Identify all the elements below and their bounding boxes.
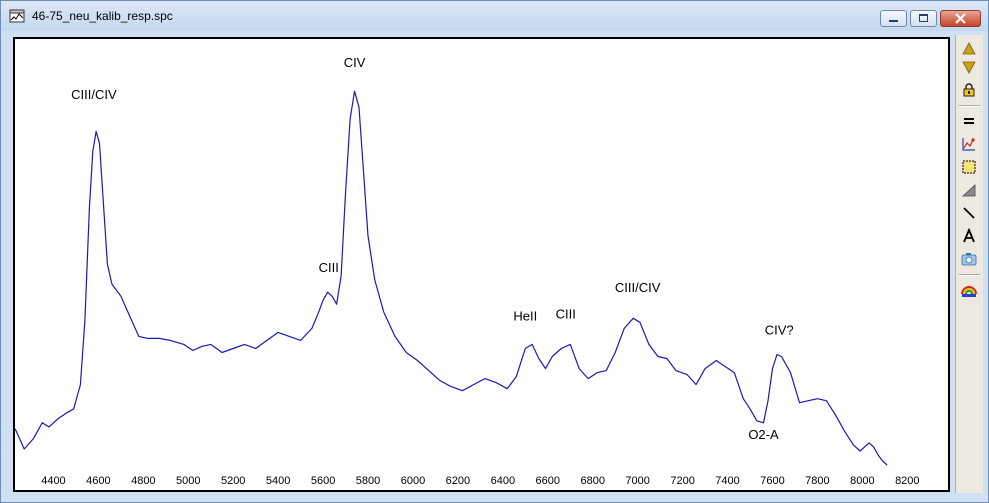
x-tick-label: 7800 [805,475,829,487]
x-tick-label: 7400 [715,475,739,487]
minimize-icon [889,20,898,22]
x-tick-label: 6600 [536,475,560,487]
equals-icon[interactable] [961,113,977,129]
text-tool-icon[interactable] [961,228,977,244]
x-tick-label: 5000 [176,475,200,487]
x-tick-label: 6800 [580,475,604,487]
x-tick-label: 7200 [670,475,694,487]
line-annotation: HeII [513,308,537,323]
maximize-button[interactable] [910,10,937,27]
x-tick-label: 6200 [446,475,470,487]
scroll-up-icon[interactable] [961,41,977,57]
lock-icon[interactable] [961,82,977,98]
plot-area[interactable] [13,37,950,492]
close-button[interactable] [940,10,981,27]
x-tick-label: 5800 [356,475,380,487]
x-tick-label: 4800 [131,475,155,487]
spectrum-file-icon [9,9,25,23]
close-icon [955,13,966,24]
minimize-button[interactable] [880,10,907,27]
x-tick-label: 6400 [491,475,515,487]
spectrum-line [14,90,888,466]
fill-area-icon[interactable] [961,182,977,198]
line-annotation: CIV? [765,322,794,337]
select-rectangle-icon[interactable] [961,159,977,175]
x-tick-label: 5400 [266,475,290,487]
line-annotation: CIII/CIV [615,280,661,295]
toolbar-separator [959,274,980,276]
toolbar-separator [959,105,980,107]
maximize-icon [919,14,928,22]
title-bar[interactable]: 46-75_neu_kalib_resp.spc [1,1,988,31]
x-tick-label: 8000 [850,475,874,487]
x-tick-label: 7600 [760,475,784,487]
x-tick-label: 5600 [311,475,335,487]
x-tick-label: 6000 [401,475,425,487]
side-toolbar [955,35,983,493]
scroll-down-icon[interactable] [961,59,977,75]
x-tick-label: 8200 [895,475,919,487]
line-annotation: CIII [556,306,576,321]
x-tick-label: 7000 [625,475,649,487]
graph-properties-icon[interactable] [961,136,977,152]
line-annotation: CIII [319,260,339,275]
line-annotation: O2-A [748,427,779,442]
line-annotation: CIV [344,55,366,70]
rainbow-spectrum-icon[interactable] [961,282,977,298]
draw-line-icon[interactable] [961,205,977,221]
spectrum-chart[interactable]: 4400 4600 4800 5000 5200 5400 5600 5800 6000 6200… [13,37,950,492]
x-tick-label: 4600 [86,475,110,487]
x-tick-label: 5200 [221,475,245,487]
window-title: 46-75_neu_kalib_resp.spc [32,9,173,23]
camera-icon[interactable] [961,251,977,267]
x-tick-label: 4400 [41,475,65,487]
line-annotation: CIII/CIV [71,87,117,102]
